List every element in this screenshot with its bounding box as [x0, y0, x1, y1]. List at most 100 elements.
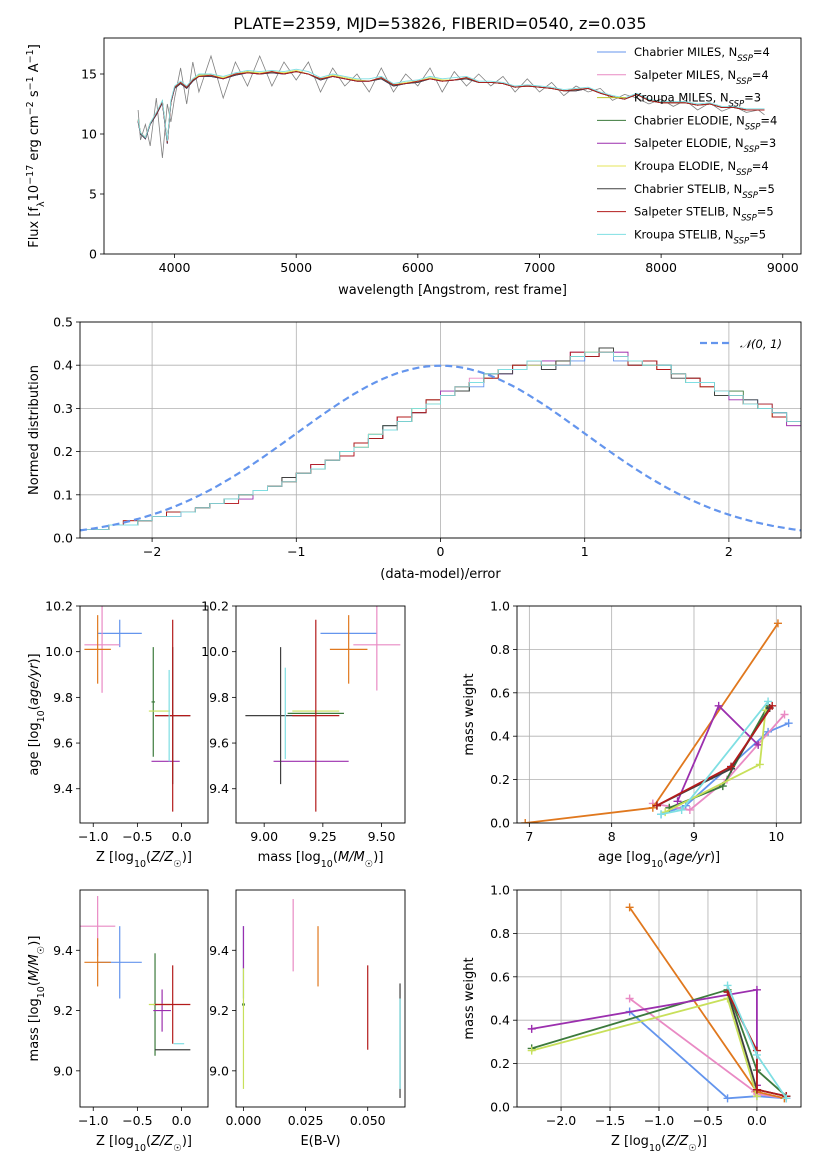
y-axis-label: mass weight [462, 673, 477, 755]
model-spectrum-0 [137, 71, 765, 144]
y-tick-label: 9.2 [53, 1003, 73, 1018]
y-tick-label: 0.6 [490, 969, 510, 984]
axes-3: 9.00 9.25 9.50 9.4 9.6 9.8 10.0 10.2 mass [log10… [201, 599, 406, 870]
plot-area [84, 606, 191, 812]
weight-line-0 [629, 1010, 787, 1100]
y-tick-label: 10.2 [201, 599, 229, 614]
x-tick-label: −0.5 [122, 829, 152, 844]
x-axis-label: Z [log10(Z/Z☉)] [96, 850, 192, 870]
axes-1: −2 −1 0 1 2 0.0 0.1 0.2 0.3 0.4 0.5 𝒩(0, 1) (data-mo… [27, 315, 802, 582]
x-tick-label: −1.0 [78, 1113, 108, 1128]
y-tick-label: 9.0 [53, 1063, 73, 1078]
legend-label: Salpeter STELIB, NSSP=5 [634, 205, 774, 224]
axes-frame [235, 889, 406, 1108]
model-spectrum-2 [137, 71, 765, 143]
y-tick-label: 9.0 [209, 1063, 229, 1078]
plus-marker [780, 710, 789, 719]
y-tick-label: 9.4 [53, 943, 73, 958]
plot-area [80, 347, 801, 532]
axes-2: −1.0 −0.5 0.0 9.4 9.6 9.8 10.0 10.2 Z [log10(Z/Z… [27, 599, 209, 870]
y-tick-label: 0.8 [490, 926, 510, 941]
x-tick-label: 9.00 [250, 829, 278, 844]
x-tick-label: 0.000 [226, 1113, 262, 1128]
plus-marker [773, 619, 782, 628]
x-tick-label: 0 [437, 544, 445, 559]
legend-label: Salpeter ELODIE, NSSP=3 [634, 136, 776, 155]
histogram-3 [80, 347, 801, 530]
axes-0: 4000 5000 6000 7000 8000 9000 0 5 10 15 Chabrier M… [25, 37, 802, 298]
plus-marker [768, 701, 777, 710]
errorbar-point [153, 989, 171, 1032]
x-tick-label: 0.050 [350, 1113, 386, 1128]
axes-frame [516, 889, 802, 1108]
x-tick-label: 9000 [767, 260, 799, 275]
y-tick-label: 0.2 [53, 444, 73, 459]
errorbar-point [155, 619, 191, 812]
errorbar-point [97, 619, 142, 648]
plot-area [80, 896, 191, 1056]
axes-frame [103, 37, 802, 255]
y-tick-label: 10.0 [201, 644, 229, 659]
plus-marker [648, 803, 657, 812]
plot-area [521, 619, 793, 823]
errorbar-point [292, 619, 340, 812]
axes-frame [516, 605, 802, 824]
axes-frame [79, 605, 209, 824]
x-axis-label: age [log10(age/yr)] [598, 850, 720, 870]
errorbar-point [353, 606, 401, 691]
errorbar-point [155, 965, 191, 1044]
x-axis-label: Z [log10(Z/Z☉)] [611, 1134, 707, 1154]
model-spectrum-3 [137, 71, 765, 143]
y-tick-label: 0.0 [490, 816, 510, 831]
x-tick-label: 4000 [159, 260, 191, 275]
plus-marker [723, 1094, 732, 1103]
weight-line-3 [531, 988, 787, 1097]
legend-label: Salpeter MILES, NSSP=4 [634, 68, 769, 87]
x-tick-label: −0.5 [122, 1113, 152, 1128]
x-tick-label: 9 [690, 829, 698, 844]
x-tick-label: 1 [581, 544, 589, 559]
x-axis-label: mass [log10(M/M☉)] [258, 850, 384, 870]
x-tick-label: −1 [287, 544, 305, 559]
y-tick-label: 0.3 [53, 401, 73, 416]
plot-area [241, 899, 401, 1098]
y-tick-label: 0.4 [53, 358, 73, 373]
y-tick-label: 0.1 [53, 487, 73, 502]
histogram-1 [80, 347, 801, 530]
y-tick-label: 0.6 [490, 685, 510, 700]
model-spectrum-6 [137, 71, 765, 144]
model-spectrum-7 [137, 71, 765, 143]
legend-label: Kroupa STELIB, NSSP=5 [634, 227, 766, 246]
axes-4: 7 8 9 10 0.0 0.2 0.4 0.6 0.8 1.0 age [log10(age/yr… [462, 599, 802, 870]
x-tick-label: 0.0 [747, 1113, 767, 1128]
model-spectrum-8 [137, 68, 765, 142]
x-axis-label: Z [log10(Z/Z☉)] [96, 1134, 192, 1154]
plus-marker [685, 805, 694, 814]
model-spectrum-1 [137, 71, 765, 143]
plot-area [137, 54, 765, 159]
y-tick-label: 10 [81, 127, 97, 142]
plus-marker [677, 805, 686, 814]
x-axis-label: (data-model)/error [380, 567, 501, 582]
plot-area [245, 606, 401, 812]
x-axis-label: wavelength [Angstrom, rest frame] [338, 283, 567, 298]
errorbar-point [84, 938, 111, 987]
y-tick-label: 1.0 [490, 883, 510, 898]
x-tick-label: 9.50 [368, 829, 396, 844]
x-tick-label: 8 [608, 829, 616, 844]
y-tick-label: 5 [89, 187, 97, 202]
plus-marker [527, 1046, 536, 1055]
axes-6: 0.000 0.025 0.050 9.0 9.2 9.4 E(B-V) [209, 889, 406, 1149]
histogram-8 [80, 351, 801, 530]
x-tick-label: 5000 [280, 260, 312, 275]
axes-frame [79, 321, 802, 539]
y-tick-label: 0.8 [490, 642, 510, 657]
axes-7: −2.0 −1.5 −1.0 −0.5 0.0 0.0 0.2 0.4 0.6 0.8 1.0 Z [… [462, 883, 802, 1154]
x-tick-label: 2 [725, 544, 733, 559]
histogram-6 [80, 347, 801, 530]
y-axis-label: age [log10(age/yr)] [27, 653, 47, 775]
axes-frame [235, 605, 406, 824]
y-axis-label: Flux [fλ10−17 erg cm−2 s−1 A−1] [25, 44, 47, 248]
x-tick-label: 0.0 [172, 1113, 192, 1128]
